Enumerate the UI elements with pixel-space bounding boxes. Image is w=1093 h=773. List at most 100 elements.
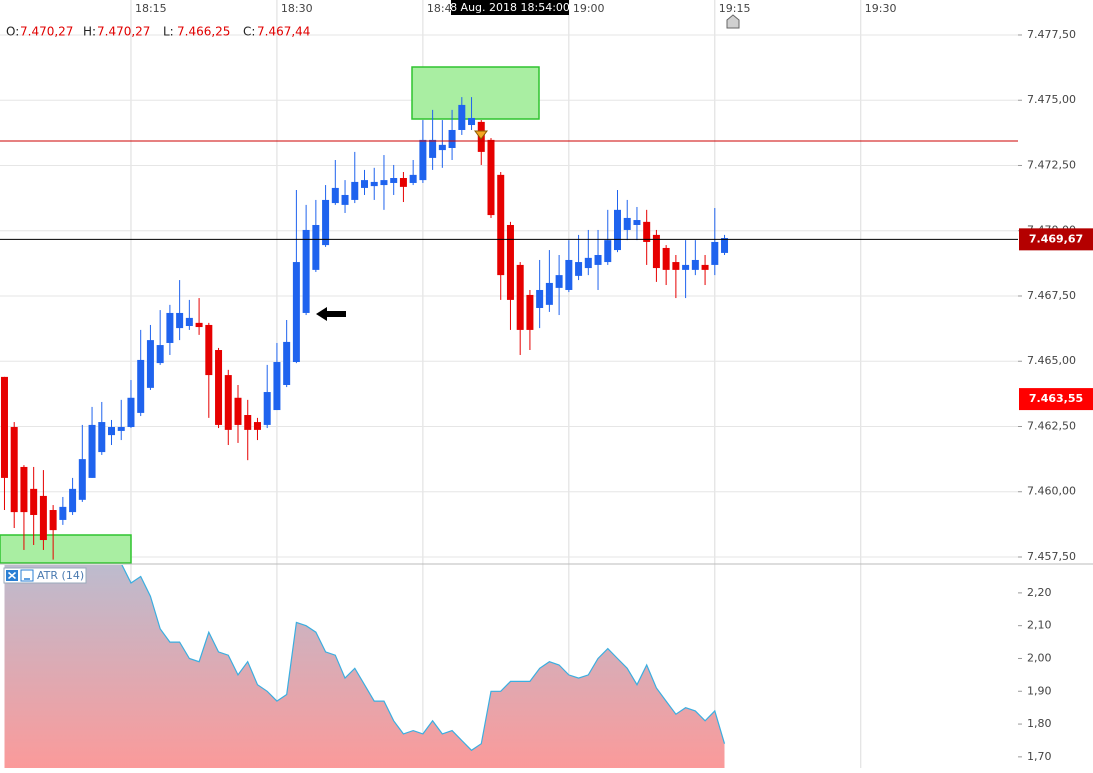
y-tick-label: 7.457,50 xyxy=(1027,550,1076,563)
candle-body xyxy=(341,194,349,205)
candle-body xyxy=(98,422,106,453)
candle-body xyxy=(331,187,339,204)
candle-body xyxy=(458,104,466,130)
candle-body xyxy=(390,178,398,183)
candle-body xyxy=(292,262,300,363)
candle-body xyxy=(438,144,446,151)
candle-body xyxy=(244,415,252,430)
overlay: 8 Aug. 2018 18:54:00 ATR (14) xyxy=(3,0,740,584)
x-tick-label: 19:15 xyxy=(719,2,751,15)
ohlc-key: O: xyxy=(6,25,19,39)
candle-body xyxy=(69,488,77,513)
candle-body xyxy=(682,264,690,270)
candle-body xyxy=(711,241,719,265)
signal-marker xyxy=(474,130,488,140)
candle-body xyxy=(39,495,47,541)
y-tick-label: 7.475,00 xyxy=(1027,93,1076,106)
candle-body xyxy=(166,312,174,343)
y-tick-label: 1,90 xyxy=(1027,684,1052,697)
candle-body xyxy=(59,506,67,520)
candle-body xyxy=(526,294,534,330)
price-label-box xyxy=(1019,228,1093,251)
candle-body xyxy=(584,257,592,269)
candle-body xyxy=(30,488,38,515)
candle-body xyxy=(419,139,427,181)
arrow xyxy=(316,307,346,321)
time-marker xyxy=(726,14,740,29)
x-tick-label: 19:00 xyxy=(573,2,605,15)
indicator-title: ATR (14) xyxy=(37,569,84,582)
candle-body xyxy=(283,341,291,385)
y-tick-label: 7.467,50 xyxy=(1027,289,1076,302)
atr-area xyxy=(4,565,725,768)
candle-body xyxy=(215,350,223,425)
candle-body xyxy=(565,259,573,290)
candle-body xyxy=(380,180,388,186)
ohlc-key: C: xyxy=(243,25,255,39)
candle-body xyxy=(545,282,553,305)
y-tick-label: 7.462,50 xyxy=(1027,419,1076,432)
candle-body xyxy=(497,174,505,276)
minimize-icon[interactable] xyxy=(20,569,34,582)
y-tick-label: 2,00 xyxy=(1027,651,1052,664)
candle-body xyxy=(146,340,154,388)
crosshair-box xyxy=(451,0,569,15)
ohlc-value: 7.470,27 xyxy=(97,25,150,39)
candle-body xyxy=(691,259,699,270)
candle-body xyxy=(604,240,612,263)
candle-body xyxy=(643,221,651,242)
y-tick-label: 2,20 xyxy=(1027,586,1052,599)
y-tick-label: 7.465,00 xyxy=(1027,354,1076,367)
candle-body xyxy=(156,345,164,364)
price-label: 7.463,55 xyxy=(1029,392,1083,405)
candle-body xyxy=(234,397,242,425)
candle-body xyxy=(263,392,271,425)
candle-body xyxy=(613,209,621,251)
candle-body xyxy=(224,375,232,430)
candle-body xyxy=(88,424,96,478)
candle-body xyxy=(516,264,524,330)
candle-body xyxy=(195,322,203,328)
candle-body xyxy=(49,510,57,531)
candle-body xyxy=(312,224,320,270)
candle-body xyxy=(623,217,631,230)
x-tick-label: 18:45 xyxy=(427,2,459,15)
candle-body xyxy=(351,181,359,200)
atr-line xyxy=(121,565,726,752)
ohlc-key: L: xyxy=(163,25,174,39)
candle-body xyxy=(536,289,544,308)
candle-body xyxy=(409,174,417,183)
candle-body xyxy=(127,397,135,428)
zone xyxy=(411,66,540,120)
y-tick-label: 7.477,50 xyxy=(1027,28,1076,41)
candle-body xyxy=(575,262,583,276)
candle-body xyxy=(322,199,330,246)
candle-body xyxy=(0,376,8,478)
candle-body xyxy=(205,324,213,376)
candle-body xyxy=(137,359,145,413)
x-tick-label: 19:30 xyxy=(865,2,897,15)
plot xyxy=(0,97,729,560)
ohlc-key: H: xyxy=(83,25,96,39)
candle-body xyxy=(10,427,18,513)
price-label: 7.469,67 xyxy=(1029,232,1083,245)
x-tick-label: 18:15 xyxy=(135,2,167,15)
candle-body xyxy=(429,139,437,158)
candle-body xyxy=(662,247,670,270)
y-tick-label: 1,80 xyxy=(1027,717,1052,730)
candle-body xyxy=(487,139,495,216)
candle-body xyxy=(361,180,369,188)
candle-body xyxy=(448,129,456,148)
candle-body xyxy=(721,238,729,253)
y-tick-label: 7.460,00 xyxy=(1027,485,1076,498)
x-tick-label: 18:30 xyxy=(281,2,313,15)
crosshair-label: 8 Aug. 2018 18:54:00 xyxy=(450,1,570,14)
candle-body xyxy=(176,312,184,329)
candle-body xyxy=(555,275,563,288)
y-tick-label: 2,10 xyxy=(1027,619,1052,632)
candle-body xyxy=(468,117,476,126)
y-tick-label: 1,70 xyxy=(1027,750,1052,763)
